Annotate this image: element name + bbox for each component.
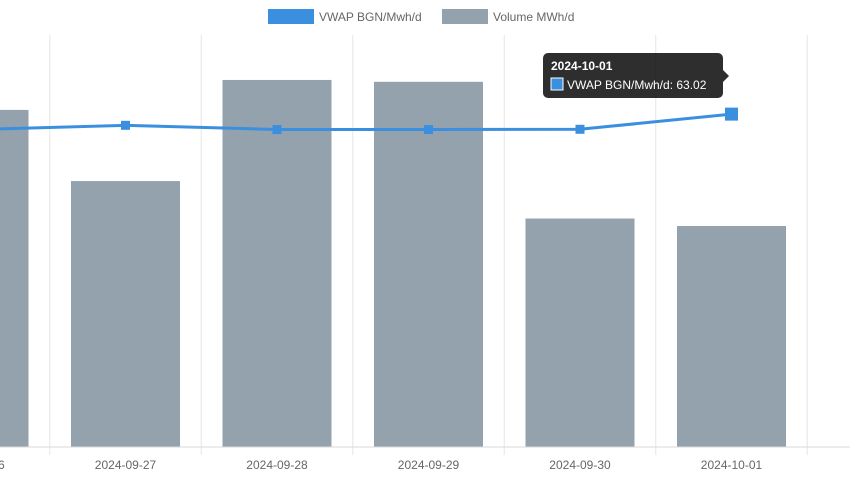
legend-label-vwap: VWAP BGN/Mwh/d [319, 10, 422, 24]
x-tick-label: 2024-09-30 [549, 458, 611, 472]
volume-bars [0, 79, 786, 448]
legend-label-volume: Volume MWh/d [493, 10, 574, 24]
tooltip-label: VWAP BGN/Mwh/d: 63.02 [567, 78, 707, 92]
legend-item-volume[interactable]: Volume MWh/d [442, 9, 574, 24]
bar-2024-09-26[interactable] [0, 109, 29, 447]
bar-2024-09-29[interactable] [374, 81, 483, 448]
bar-2024-10-01[interactable] [677, 226, 786, 447]
x-tick-labels: 2024-09-26 2024-09-27 2024-09-28 2024-09-29… [0, 458, 763, 472]
tooltip-box [543, 53, 723, 98]
vwap-point-2024-09-29[interactable] [424, 125, 433, 135]
x-tick-label: 2024-09-28 [246, 458, 308, 472]
legend-item-vwap[interactable]: VWAP BGN/Mwh/d [268, 9, 422, 24]
tooltip: 2024-10-01 VWAP BGN/Mwh/d: 63.02 [543, 53, 729, 98]
legend-swatch-vwap [268, 9, 314, 24]
bar-2024-09-27[interactable] [71, 181, 180, 447]
x-tick-label: 2024-10-01 [701, 458, 763, 472]
x-tick-label: 2024-09-27 [95, 458, 157, 472]
tooltip-caret [723, 70, 729, 82]
vwap-point-2024-10-01[interactable] [725, 107, 738, 121]
vwap-line [0, 107, 738, 135]
bar-2024-09-30[interactable] [525, 218, 635, 447]
legend: VWAP BGN/Mwh/d Volume MWh/d [268, 9, 574, 24]
vwap-point-2024-09-28[interactable] [272, 125, 282, 135]
vwap-point-2024-09-27[interactable] [121, 120, 130, 130]
legend-swatch-volume [442, 9, 488, 24]
vwap-line-path [0, 112, 732, 132]
x-tick-label: 2024-09-26 [0, 458, 5, 472]
tooltip-swatch [550, 77, 564, 91]
bar-2024-09-28[interactable] [222, 79, 332, 447]
tooltip-title: 2024-10-01 [551, 59, 613, 73]
x-tick-label: 2024-09-29 [398, 458, 460, 472]
vwap-point-2024-09-30[interactable] [575, 124, 585, 134]
grid-lines [49, 35, 808, 455]
